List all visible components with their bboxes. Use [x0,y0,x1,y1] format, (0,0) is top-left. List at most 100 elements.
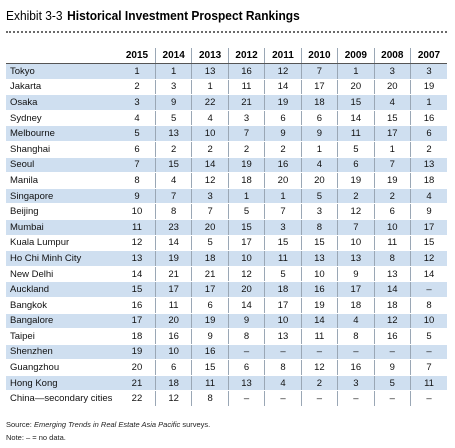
rank-cell: 18 [373,297,411,314]
rank-cell: 15 [300,235,338,252]
rank-cell: 19 [227,157,265,174]
rank-cell: 1 [373,141,411,158]
rank-cell: 20 [227,281,265,298]
table-row: Singapore 9 7 3 1 1 5 2 2 4 [6,188,447,205]
rank-cell: 8 [410,297,447,314]
rank-cell: 10 [373,219,411,236]
rank-cell: 12 [227,266,265,283]
rank-cell: 5 [154,110,192,127]
city-name: Singapore [6,188,119,205]
rank-cell: 16 [337,359,375,376]
city-name: Manila [6,172,119,189]
rank-cell: 8 [300,219,338,236]
city-name: Shanghai [6,141,119,158]
rank-cell: 6 [191,297,229,314]
table-row: Guangzhou 20 6 15 6 8 12 16 9 7 [6,359,447,376]
rank-cell: 17 [373,125,411,142]
rank-cell: 18 [264,281,302,298]
city-name: China—secondary cities [6,390,119,408]
rank-cell: 9 [119,188,156,205]
rank-cell: 4 [410,188,447,205]
rank-cell: 16 [119,297,156,314]
city-name: Melbourne [6,125,119,142]
table-row: Bangkok 16 11 6 14 17 19 18 18 8 [6,297,447,314]
source-publication: Emerging Trends in Real Estate Asia Paci… [33,420,181,429]
rank-cell: 4 [191,110,229,127]
rank-cell: 18 [410,172,447,189]
rank-cell: 16 [154,328,192,345]
rank-cell: 4 [337,313,375,330]
rank-cell: 11 [337,125,375,142]
rank-cell: 17 [154,281,192,298]
rank-cell: 22 [191,94,229,111]
rank-cell: 12 [119,235,156,252]
rank-cell: 13 [154,125,192,142]
rank-cell: 9 [227,313,265,330]
rank-cell: 16 [300,281,338,298]
rank-cell: 19 [410,79,447,96]
rank-cell: 5 [191,235,229,252]
rank-cell: 14 [119,266,156,283]
rank-cell: – [264,344,302,361]
rank-cell: 20 [154,313,192,330]
rank-cell: 16 [191,344,229,361]
rank-cell: 11 [373,235,411,252]
rank-cell: 4 [373,94,411,111]
rank-cell: 8 [373,250,411,267]
rank-cell: 12 [410,250,447,267]
year-header: 2010 [300,48,338,64]
rank-cell: 16 [227,63,265,80]
rank-cell: 19 [191,313,229,330]
city-name: Tokyo [6,63,119,80]
rank-cell: 11 [119,219,156,236]
rank-cell: – [337,344,375,361]
city-name: Jakarta [6,79,119,96]
year-header: 2013 [191,48,229,64]
rank-cell: 6 [337,157,375,174]
rank-cell: 11 [264,250,302,267]
rank-cell: 1 [227,188,265,205]
rank-cell: 12 [264,63,302,80]
rank-cell: 1 [337,63,375,80]
rank-cell: 21 [154,266,192,283]
rank-cell: 13 [300,250,338,267]
rank-cell: 20 [337,79,375,96]
rank-cell: 5 [300,188,338,205]
rank-cell: 15 [337,94,375,111]
city-name: Ho Chi Minh City [6,250,119,267]
rank-cell: 4 [154,172,192,189]
rank-cell: 16 [264,157,302,174]
rank-cell: 9 [191,328,229,345]
rank-cell: 2 [337,188,375,205]
rank-cell: 14 [264,79,302,96]
rank-cell: 17 [191,281,229,298]
city-name: Bangkok [6,297,119,314]
city-name: Shenzhen [6,344,119,361]
table-row: Beijing 10 8 7 5 7 3 12 6 9 [6,203,447,220]
rank-cell: 10 [191,125,229,142]
table-row: Osaka 3 9 22 21 19 18 15 4 1 [6,94,447,111]
rank-cell: 4 [300,157,338,174]
rank-cell: 15 [264,235,302,252]
rank-cell: 19 [337,172,375,189]
rank-cell: – [300,344,338,361]
rank-cell: 2 [227,141,265,158]
rank-cell: 19 [373,172,411,189]
rank-cell: 9 [264,125,302,142]
rank-cell: 4 [119,110,156,127]
city-name: Beijing [6,203,119,220]
source-line: Source: Emerging Trends in Real Estate A… [6,420,210,429]
dotted-rule [6,31,447,33]
rank-cell: 15 [119,281,156,298]
rank-cell: 17 [119,313,156,330]
header-row: 2015 2014 2013 2012 2011 2010 2009 2008 2007 [6,48,447,64]
rank-cell: 7 [410,359,447,376]
rank-cell: 23 [154,219,192,236]
rank-cell: 14 [373,281,411,298]
table-row: Sydney 4 5 4 3 6 6 14 15 16 [6,110,447,127]
rank-cell: 7 [119,157,156,174]
rank-cell: 2 [264,141,302,158]
city-name: Mumbai [6,219,119,236]
rank-cell: 15 [154,157,192,174]
rank-cell: 19 [264,94,302,111]
